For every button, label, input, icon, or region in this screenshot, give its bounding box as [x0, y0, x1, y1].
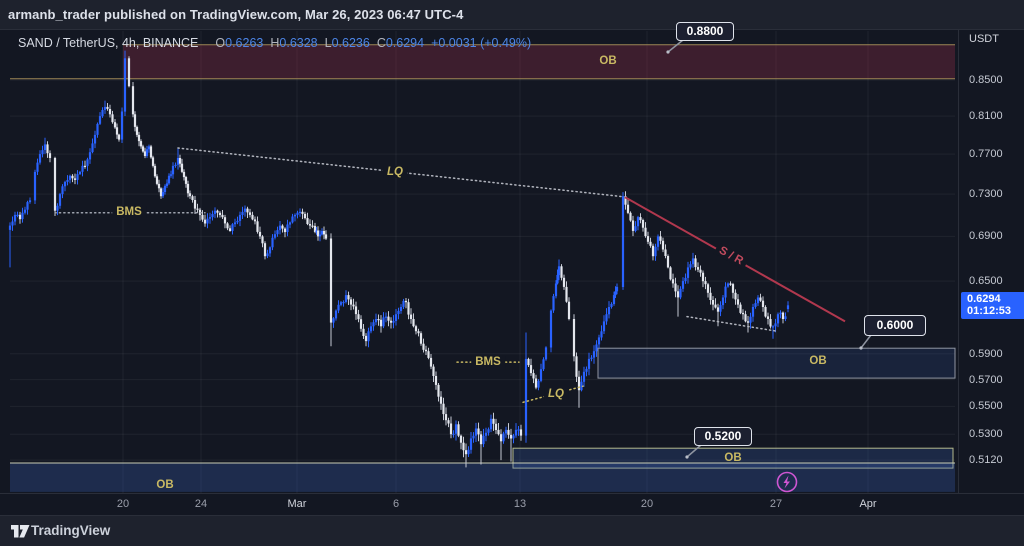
price-tick-label: 0.6500	[969, 275, 1003, 287]
price-tick-label: 0.5900	[969, 348, 1003, 360]
order-block-mid-label: OB	[809, 355, 827, 367]
boost-flash-icon[interactable]	[776, 471, 798, 493]
time-tick-label: Mar	[287, 498, 307, 510]
candlestick-series	[8, 50, 790, 468]
liquidity-trendline-label: LQ	[383, 166, 407, 178]
ohlc-value: 0.6328	[279, 36, 318, 50]
price-axis[interactable]: USDT 0.6294 01:12:53 0.8500 0.8100 0.7700 0…	[958, 30, 1024, 493]
order-block-top-label: OB	[599, 55, 617, 67]
change-value: +0.0031 (+0.49%)	[431, 36, 532, 50]
time-tick-label: 20	[116, 498, 130, 510]
time-tick-label: 27	[769, 498, 783, 510]
equal-lows-line[interactable]	[686, 315, 778, 332]
price-tick-label: 0.8100	[969, 110, 1003, 122]
tradingview-logo-icon[interactable]	[11, 525, 31, 539]
last-price-value: 0.6294	[967, 293, 1001, 305]
ohlc-letter: L	[324, 36, 332, 50]
time-tick-label: 20	[640, 498, 654, 510]
demand-band-low-label: OB	[156, 479, 174, 491]
price-tick-label: 0.6900	[969, 230, 1003, 242]
published-by-text: armanb_trader published on TradingView.c…	[8, 7, 464, 22]
order-block-low-label: OB	[724, 452, 742, 464]
price-tick-label: 0.7300	[969, 188, 1003, 200]
chart-canvas	[8, 31, 956, 493]
price-callout-5200-tail	[685, 444, 702, 459]
ohlc-value: 0.6294	[385, 36, 425, 50]
ohlc-letter: O	[215, 36, 226, 50]
tradingview-brand-text[interactable]: TradingView	[31, 523, 111, 538]
bms-level-1-label: BMS	[112, 206, 146, 218]
time-tick-label: 13	[513, 498, 527, 510]
order-block-top[interactable]	[10, 44, 955, 80]
price-tick-label: 0.5700	[969, 374, 1003, 386]
price-callout-6000[interactable]: 0.6000	[864, 315, 926, 336]
price-axis-currency: USDT	[969, 33, 999, 45]
bms-level-2-label: BMS	[471, 356, 505, 368]
footer-bar: TradingView	[0, 515, 1024, 546]
price-tick-label: 0.5120	[969, 454, 1003, 466]
ohlc-letter: C	[376, 36, 386, 50]
ohlc-letter: H	[270, 36, 280, 50]
price-tick-label: 0.7700	[969, 148, 1003, 160]
price-callout-8800[interactable]: 0.8800	[676, 22, 734, 41]
demand-band-low[interactable]	[10, 462, 955, 492]
chart-plot-area[interactable]	[0, 30, 958, 493]
time-tick-label: 24	[194, 498, 208, 510]
bar-countdown: 01:12:53	[967, 305, 1012, 317]
grid-lines	[10, 31, 955, 493]
last-price-badge: 0.6294 01:12:53	[961, 292, 1024, 319]
order-block-mid[interactable]	[597, 347, 956, 379]
chart-legend[interactable]: SAND / TetherUS, 4h, BINANCE O0.6263 H0.63…	[18, 36, 531, 50]
ohlc-value: 0.6236	[331, 36, 370, 50]
price-tick-label: 0.8500	[969, 74, 1003, 86]
price-tick-label: 0.5300	[969, 428, 1003, 440]
publish-info-bar: armanb_trader published on TradingView.c…	[0, 0, 1024, 30]
time-tick-label: Apr	[859, 498, 877, 510]
symbol-title[interactable]: SAND / TetherUS, 4h, BINANCE	[18, 36, 199, 50]
price-callout-5200[interactable]: 0.5200	[694, 427, 752, 446]
price-tick-label: 0.5500	[969, 400, 1003, 412]
time-axis[interactable]: 20 24 Mar 6 13 20 27 Apr	[0, 493, 1024, 515]
price-callout-6000-tail	[859, 334, 872, 350]
ohlc-value: 0.6263	[225, 36, 264, 50]
liquidity-trendline-2-label: LQ	[544, 388, 568, 400]
time-tick-label: 6	[392, 498, 400, 510]
price-callout-8800-tail	[666, 39, 684, 54]
ohlc-values: O0.6263 H0.6328 L0.6236 C0.6294 +0.0031 (+0.…	[208, 36, 531, 50]
